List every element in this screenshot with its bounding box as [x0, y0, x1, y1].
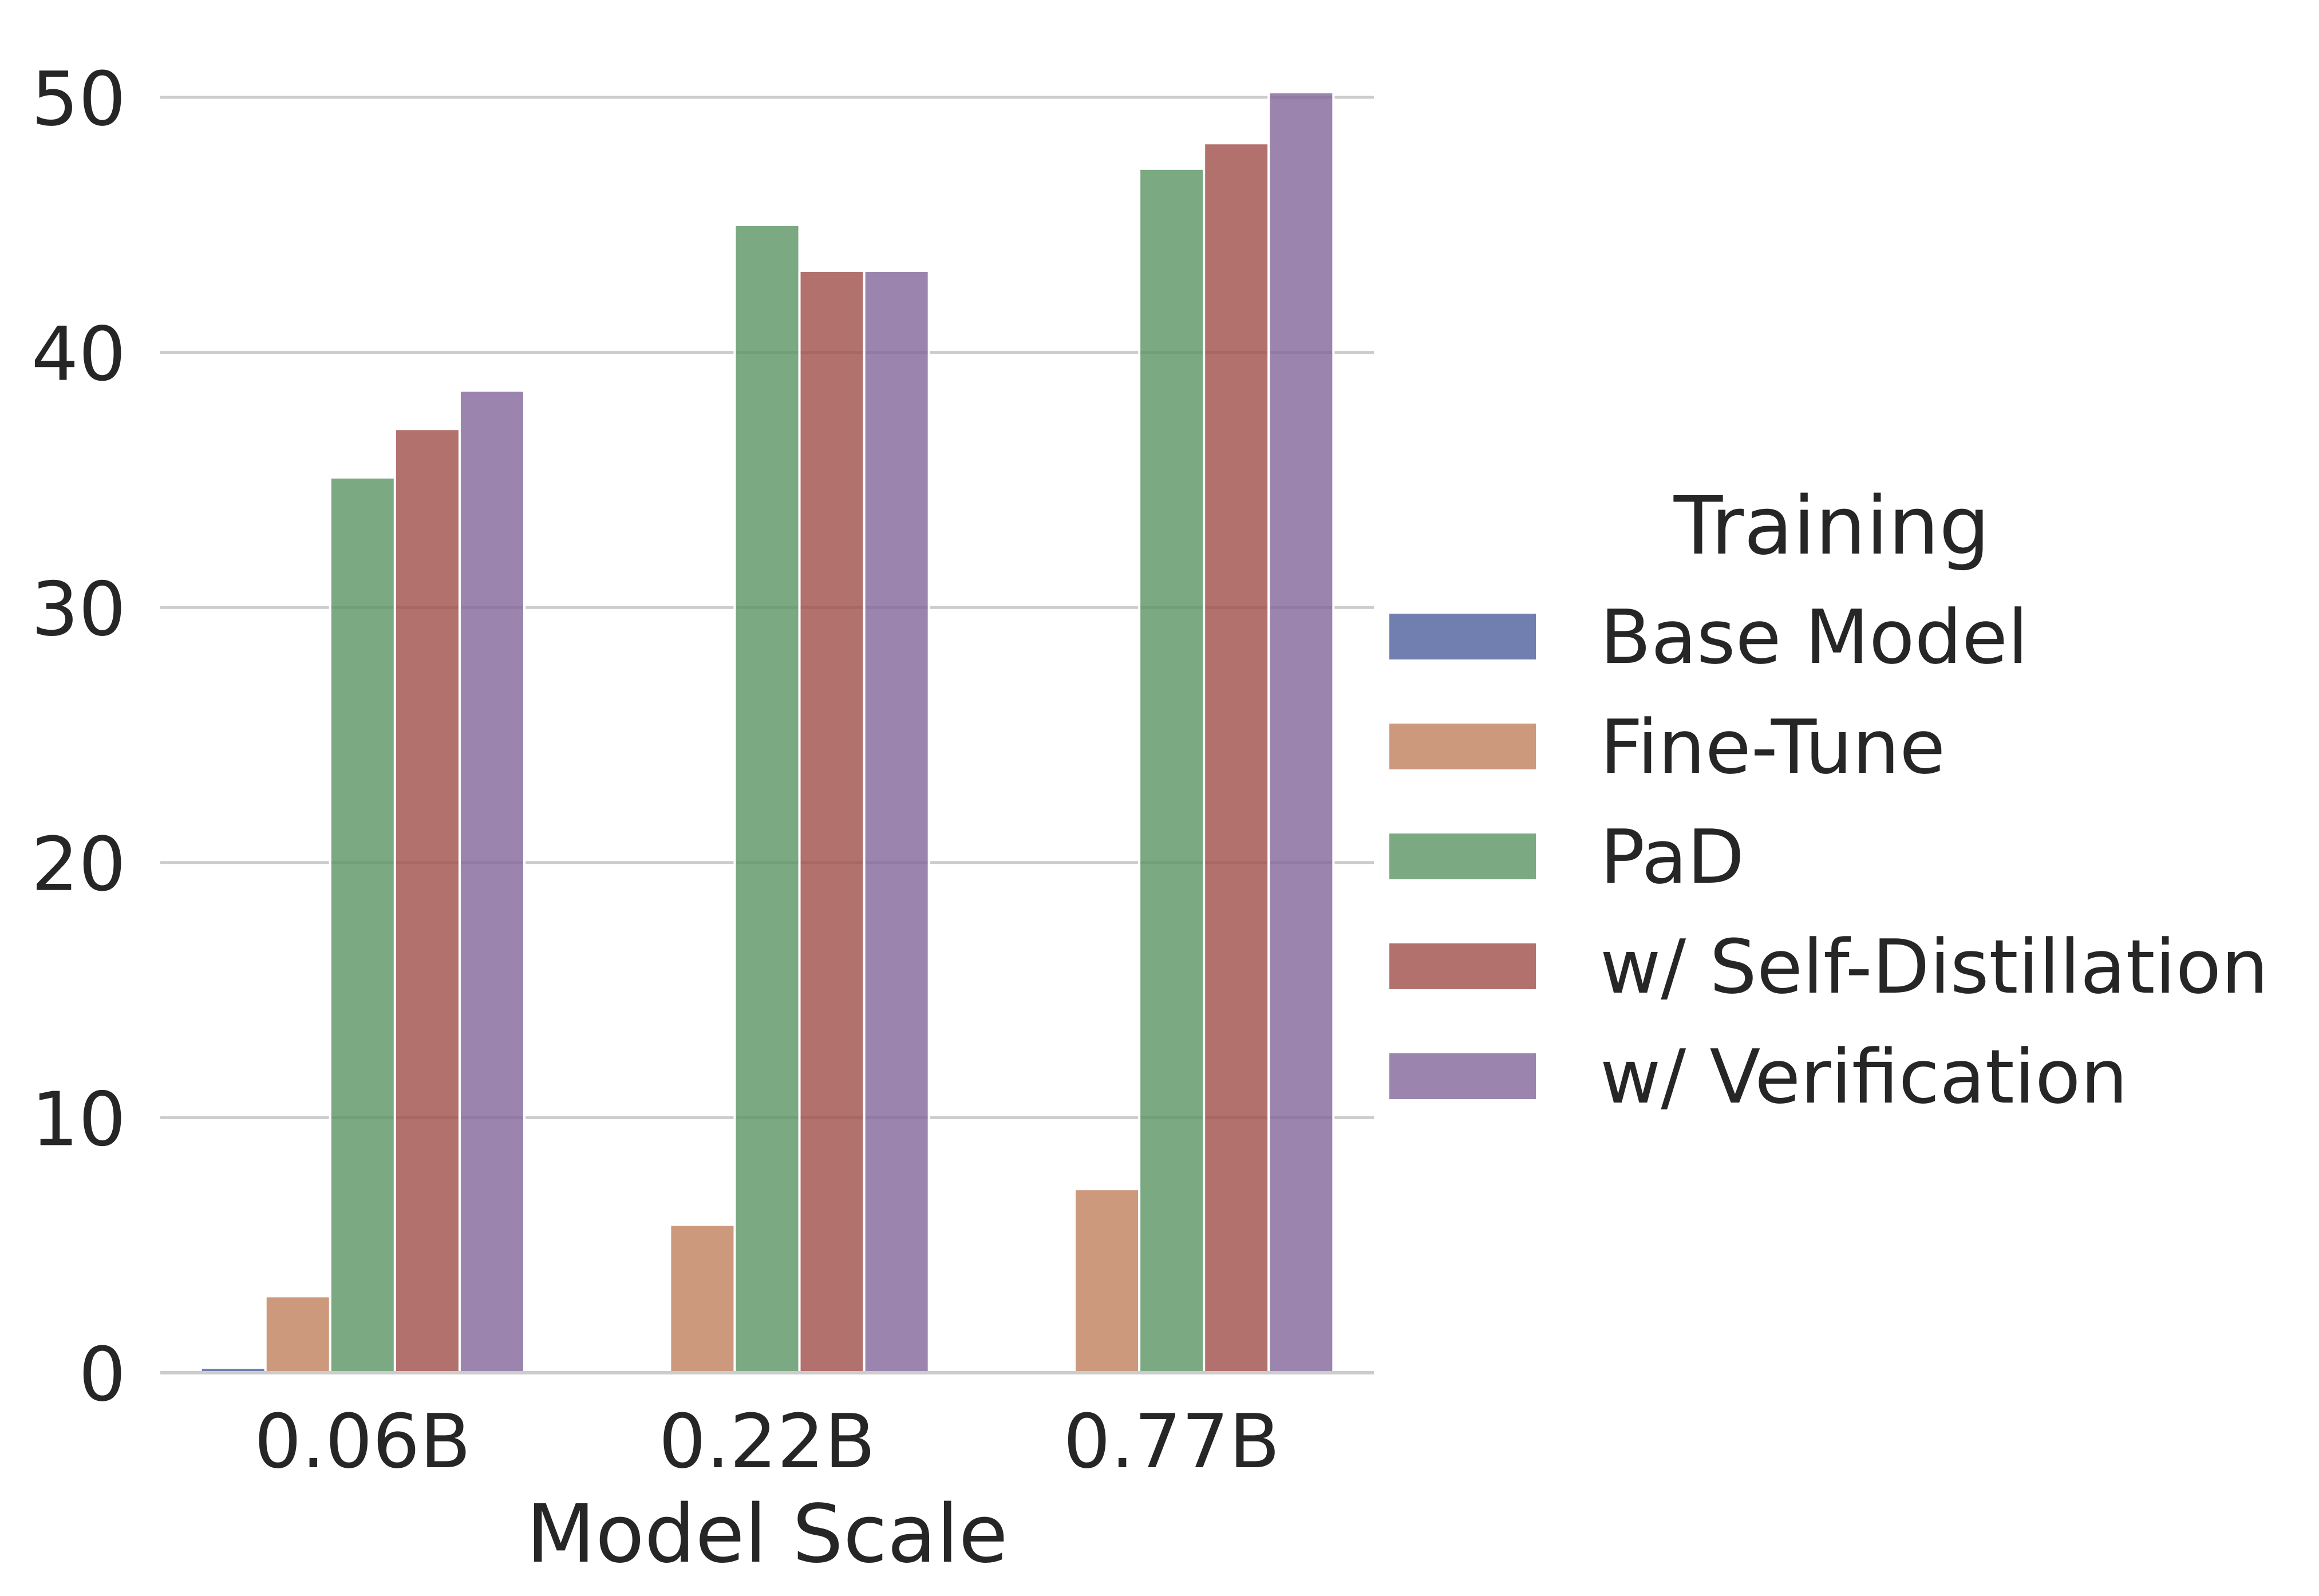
x-tick-label: 0.22B: [659, 1398, 876, 1485]
bars: [199, 91, 1335, 1374]
legend-label: PaD: [1600, 813, 1744, 900]
legend-swatch: [1387, 721, 1538, 772]
bar: [1073, 1188, 1141, 1374]
bar: [1138, 167, 1206, 1374]
bar: [669, 1223, 736, 1374]
bar: [863, 270, 930, 1374]
x-axis-label: Model Scale: [526, 1488, 1008, 1581]
bar: [1267, 91, 1335, 1374]
legend-swatch: [1387, 611, 1538, 662]
y-tick-label: 0: [78, 1331, 126, 1418]
x-tick-labels: 0.06B 0.22B 0.77B: [254, 1398, 1280, 1485]
legend-label: w/ Self-Distillation: [1600, 923, 2269, 1010]
bar: [264, 1295, 331, 1374]
legend-swatch: [1387, 831, 1538, 882]
bar: [798, 270, 866, 1374]
y-tick-labels: 0 10 20 30 40 50: [31, 56, 126, 1418]
legend-items: Base Model Fine-Tune PaD w/ Self-Distillati…: [1387, 594, 2269, 1120]
legend-label: Base Model: [1600, 594, 2028, 681]
bar: [329, 476, 396, 1374]
legend-label: w/ Verification: [1600, 1033, 2128, 1120]
legend: Training Base Model Fine-Tune PaD w/ Self-D…: [1387, 480, 2269, 1120]
y-tick-label: 40: [31, 311, 126, 398]
bar: [1203, 142, 1270, 1374]
bar: [393, 428, 461, 1374]
bar: [733, 223, 801, 1374]
legend-label: Fine-Tune: [1600, 704, 1945, 791]
bar: [458, 389, 526, 1374]
x-tick-label: 0.77B: [1063, 1398, 1280, 1485]
legend-swatch: [1387, 941, 1538, 991]
y-tick-label: 10: [31, 1076, 126, 1163]
x-tick-label: 0.06B: [254, 1398, 471, 1485]
legend-swatch: [1387, 1051, 1538, 1101]
legend-title: Training: [1673, 480, 1990, 573]
y-tick-label: 20: [31, 821, 126, 908]
y-tick-label: 30: [31, 566, 126, 653]
y-tick-label: 50: [31, 56, 126, 143]
